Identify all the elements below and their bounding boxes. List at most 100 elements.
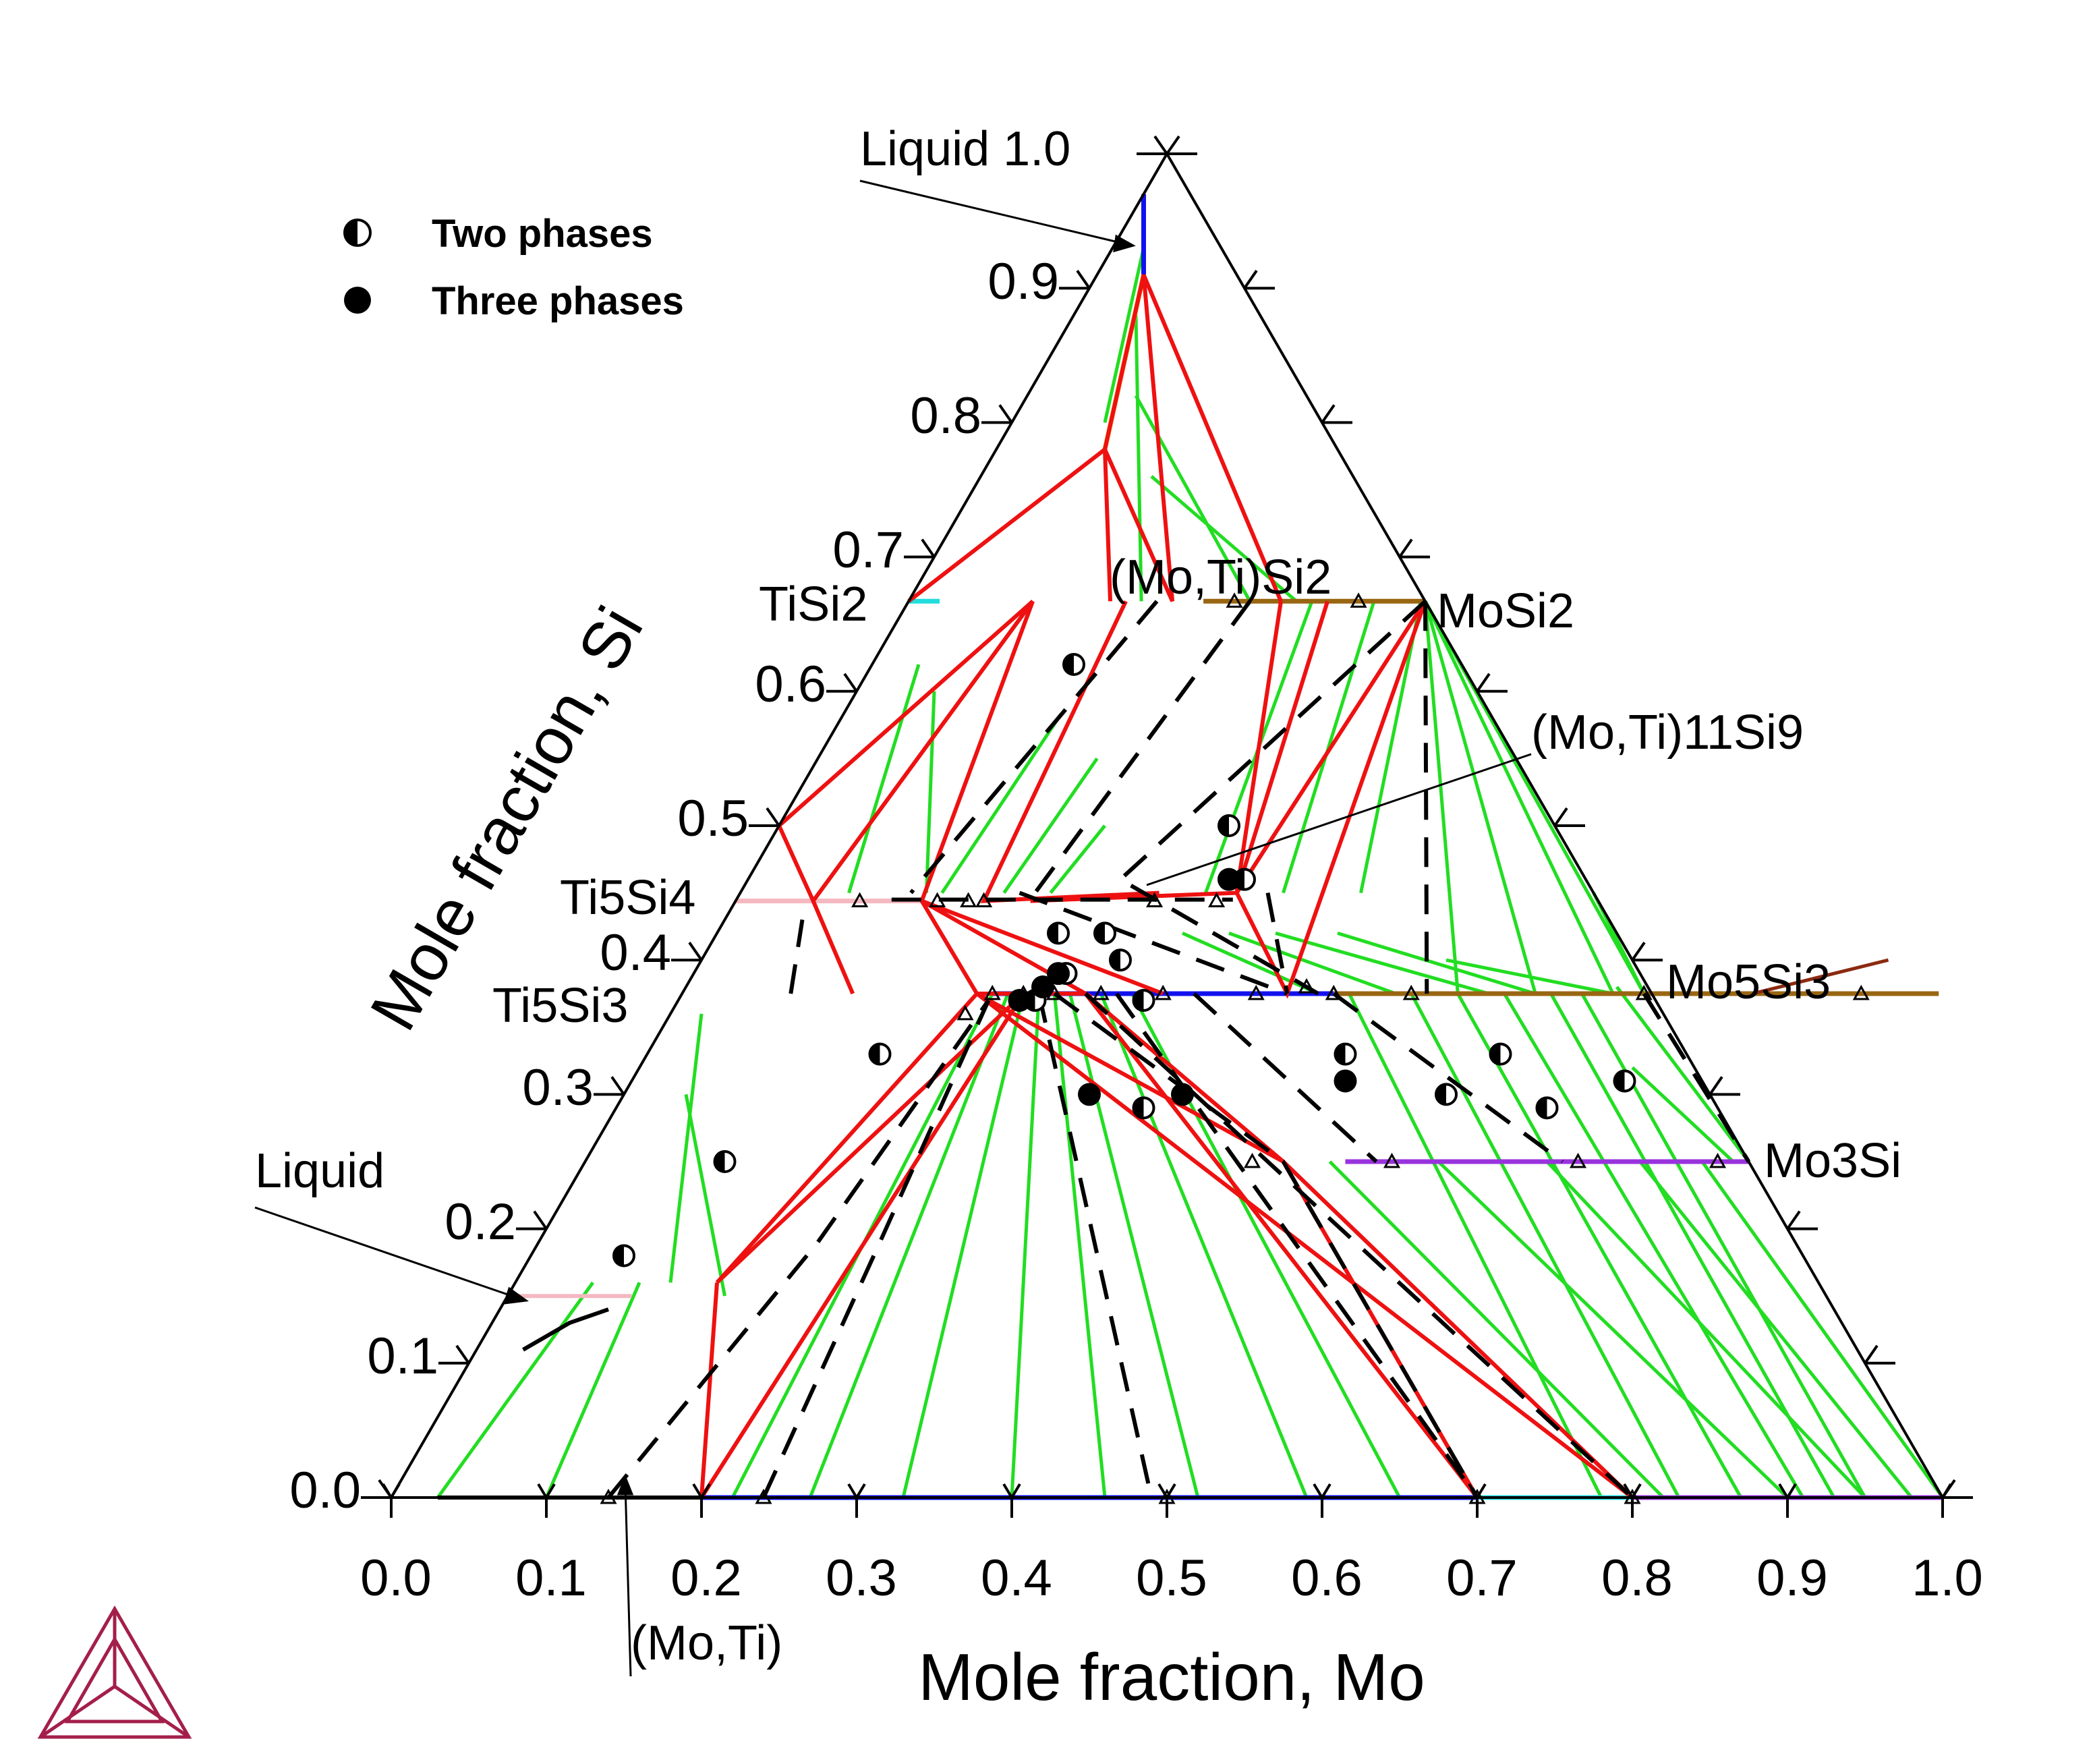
legend-filled-circle-icon [344,287,371,314]
tie-lines [436,247,1945,1499]
legend-label-two-phases: Two phases [432,212,653,256]
x-tick-label: 0.9 [1756,1549,1828,1607]
y-tick [998,404,1013,424]
x-tick-label: 1.0 [1912,1549,1983,1607]
tie-line [668,1013,704,1283]
right-tick [1476,673,1491,692]
dashed-boundary [1193,992,1378,1164]
two-phase-point [1132,1096,1155,1120]
dashed-boundary [909,600,1159,894]
tie-line [1423,600,1537,994]
two-phase-point [1062,652,1085,676]
tie-line [1228,932,1397,996]
right-tick [1321,404,1336,424]
x-tick [1476,1483,1487,1499]
y-tick-label: 0.1 [367,1328,438,1385]
calculated-marker [851,892,869,908]
liquid-bottom-arrowhead [503,1286,529,1305]
x-tick [1010,1483,1021,1499]
two-phase-point [713,1150,737,1173]
tie-line [436,1281,595,1499]
calculated-marker [956,1004,974,1021]
legend-label-three-phases: Three phases [432,279,684,323]
two-phase-point [1613,1069,1636,1093]
tie-line [1068,993,1200,1498]
dashed-boundary [762,999,991,1499]
two-phase-point [868,1042,892,1066]
calculated-marker [1154,984,1172,1000]
three-phase-point [1031,975,1054,999]
three-phase-point [1218,867,1240,891]
calculated-marker [1247,984,1265,1000]
x-tick [855,1483,866,1499]
calculated-marker [1402,984,1420,1000]
legend-entry-three-phases: Three phases [344,279,684,323]
three-phase-triangle [980,600,1159,903]
right-tick [1398,538,1413,558]
tie-line [1347,992,1603,1499]
calculated-marker [960,892,977,908]
logo-line [113,1684,190,1739]
x-tick-label: 0.8 [1601,1549,1673,1607]
x-tick [1321,1483,1331,1499]
tie-line [1545,1160,1866,1499]
two-phase-point [1435,1083,1458,1106]
y-tick-labels: 0.0 0.1 0.2 0.3 0.4 0.5 0.6 0.7 0.8 0.9 [289,253,1059,1519]
x-tick [545,1483,556,1499]
dashed-boundary [1265,892,1290,994]
x-tick-label: 0.7 [1446,1549,1518,1607]
y-tick-label: 0.4 [600,924,671,981]
right-tick [1786,1210,1801,1230]
three-phase-point [1171,1083,1194,1106]
x-tick-label: 0.0 [360,1549,432,1607]
two-phase-point [1109,948,1132,972]
tie-line [1423,601,1460,994]
calculated-marker [1635,984,1653,1000]
two-phase-point [1218,814,1240,837]
two-phase-point [1334,1042,1357,1066]
liquid-bottom-label: Liquid [255,1144,384,1198]
tie-line [1631,1066,1735,1163]
three-phase-triangle [715,992,979,1284]
tie-line [1700,1160,1945,1499]
three-phase-triangle [1234,600,1283,894]
three-phase-triangle [1141,274,1283,602]
three-phase-triangle [1083,992,1479,1499]
right-tick [1631,942,1646,961]
calculated-marker [1325,984,1342,1000]
logo-inner-triangle [64,1635,165,1724]
tie-line [544,1282,641,1498]
legend-half-circle-fill [345,220,357,246]
two-phase-point [1047,921,1070,945]
tie-line [1503,992,1805,1499]
calculated-marker [929,892,946,908]
tie-line [1423,600,1615,995]
x-tick [1166,1483,1176,1499]
three-phase-triangle [919,600,1035,902]
legend-entry-two-phases: Two phases [343,212,653,256]
dashed-boundary [1053,992,1479,1499]
right-tick [1864,1344,1879,1364]
x-tick [692,1483,703,1499]
tie-line [1456,992,1743,1499]
y-tick-label: 0.3 [522,1059,594,1116]
experimental-boundaries [606,600,1751,1500]
x-tick [390,1483,401,1499]
right-tick [1166,135,1180,155]
x-tick-label: 0.5 [1136,1549,1207,1607]
mosi2-label: MoSi2 [1437,584,1574,638]
tie-line [1445,958,1613,996]
tie-line [1002,757,1099,894]
three-phase-point [1008,988,1031,1012]
tie-line [1099,993,1309,1498]
calculated-marker [983,984,1001,1000]
calculated-marker [1092,984,1110,1000]
two-phase-point [1093,921,1116,945]
three-phase-point [1078,1083,1101,1106]
three-phase-triangle [921,899,1164,996]
liquid-curve [521,1307,609,1352]
calculated-marker [1852,984,1870,1000]
calculated-marker [1569,1152,1587,1168]
x-tick [1941,1483,1952,1499]
